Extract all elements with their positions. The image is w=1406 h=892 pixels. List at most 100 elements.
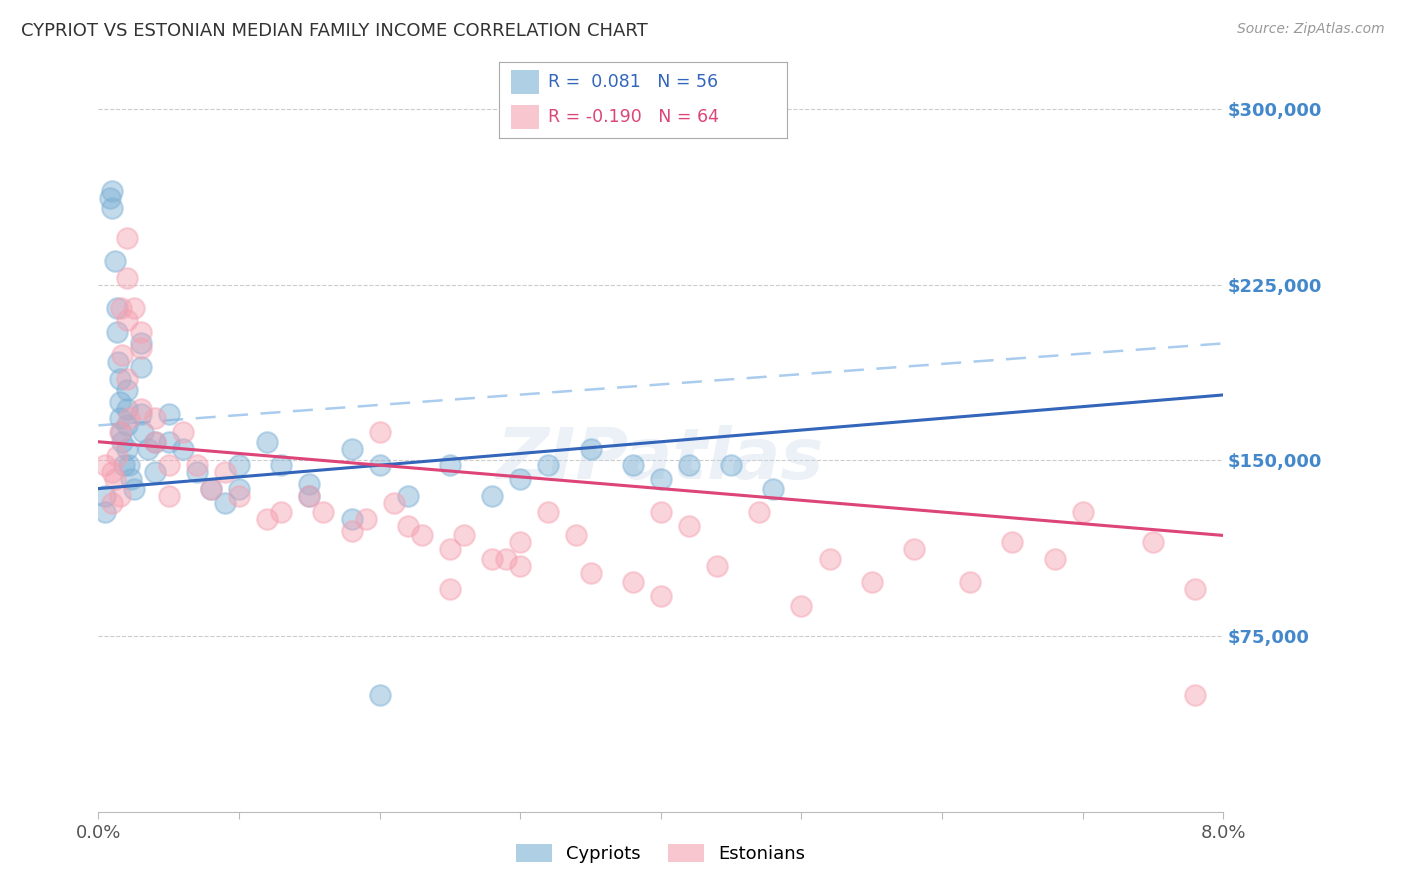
Point	[110, 301, 132, 316]
Point	[115, 371, 138, 385]
Point	[172, 442, 194, 456]
Point	[122, 482, 145, 496]
Point	[481, 551, 503, 566]
Bar	[510, 70, 540, 95]
Point	[200, 482, 222, 496]
Point	[129, 341, 152, 355]
Point	[312, 505, 335, 519]
Point	[115, 442, 138, 456]
Point	[143, 411, 166, 425]
Point	[706, 558, 728, 573]
Point	[368, 688, 391, 702]
Point	[112, 458, 135, 473]
Point	[509, 535, 531, 549]
Point	[129, 336, 152, 351]
Point	[1142, 535, 1164, 549]
Point	[136, 442, 159, 456]
Point	[439, 582, 461, 597]
Point	[256, 434, 278, 449]
Point	[122, 301, 145, 316]
Point	[94, 489, 117, 503]
Point	[453, 528, 475, 542]
Point	[132, 425, 155, 440]
Point	[481, 489, 503, 503]
Point	[98, 191, 121, 205]
Point	[108, 371, 131, 385]
Point	[340, 442, 363, 456]
Point	[396, 489, 419, 503]
Point	[382, 496, 405, 510]
Point	[411, 528, 433, 542]
Point	[565, 528, 588, 542]
Point	[509, 472, 531, 486]
Point	[537, 505, 560, 519]
Point	[157, 489, 180, 503]
Point	[579, 566, 602, 580]
Point	[790, 599, 813, 613]
Point	[621, 458, 644, 473]
Point	[115, 401, 138, 416]
Point	[143, 465, 166, 479]
Point	[101, 465, 124, 479]
Point	[903, 542, 925, 557]
Point	[129, 359, 152, 374]
Point	[270, 458, 292, 473]
Point	[108, 395, 131, 409]
Text: CYPRIOT VS ESTONIAN MEDIAN FAMILY INCOME CORRELATION CHART: CYPRIOT VS ESTONIAN MEDIAN FAMILY INCOME…	[21, 22, 648, 40]
Point	[368, 458, 391, 473]
Legend: Cypriots, Estonians: Cypriots, Estonians	[509, 837, 813, 870]
Point	[270, 505, 292, 519]
Point	[118, 411, 141, 425]
Point	[157, 407, 180, 421]
Point	[110, 425, 132, 440]
Text: R = -0.190   N = 64: R = -0.190 N = 64	[548, 108, 718, 126]
Point	[214, 496, 236, 510]
Point	[298, 476, 321, 491]
Point	[104, 472, 127, 486]
Point	[143, 434, 166, 449]
Point	[228, 458, 250, 473]
Point	[105, 325, 128, 339]
Point	[1043, 551, 1066, 566]
Point	[200, 482, 222, 496]
Text: ZIPatlas: ZIPatlas	[498, 425, 824, 494]
Point	[650, 505, 672, 519]
Point	[650, 590, 672, 604]
Text: Source: ZipAtlas.com: Source: ZipAtlas.com	[1237, 22, 1385, 37]
Point	[101, 496, 124, 510]
Point	[108, 411, 131, 425]
Point	[129, 401, 152, 416]
Bar	[510, 105, 540, 129]
Point	[115, 384, 138, 398]
Point	[396, 519, 419, 533]
Point	[439, 542, 461, 557]
Point	[105, 301, 128, 316]
Point	[678, 458, 700, 473]
Point	[108, 425, 131, 440]
Point	[115, 271, 138, 285]
Point	[228, 482, 250, 496]
Text: R =  0.081   N = 56: R = 0.081 N = 56	[548, 73, 718, 91]
Point	[104, 254, 127, 268]
Point	[368, 425, 391, 440]
Point	[157, 434, 180, 449]
Point	[1184, 688, 1206, 702]
Point	[1184, 582, 1206, 597]
Point	[94, 505, 117, 519]
Point	[650, 472, 672, 486]
Point	[118, 458, 141, 473]
Point	[129, 325, 152, 339]
Point	[101, 201, 124, 215]
Point	[509, 558, 531, 573]
Point	[678, 519, 700, 533]
Point	[1071, 505, 1094, 519]
Point	[354, 512, 377, 526]
Point	[94, 458, 117, 473]
Point	[214, 465, 236, 479]
Point	[228, 489, 250, 503]
Point	[256, 512, 278, 526]
Point	[748, 505, 770, 519]
Point	[120, 472, 142, 486]
Point	[959, 575, 981, 590]
Point	[186, 458, 208, 473]
